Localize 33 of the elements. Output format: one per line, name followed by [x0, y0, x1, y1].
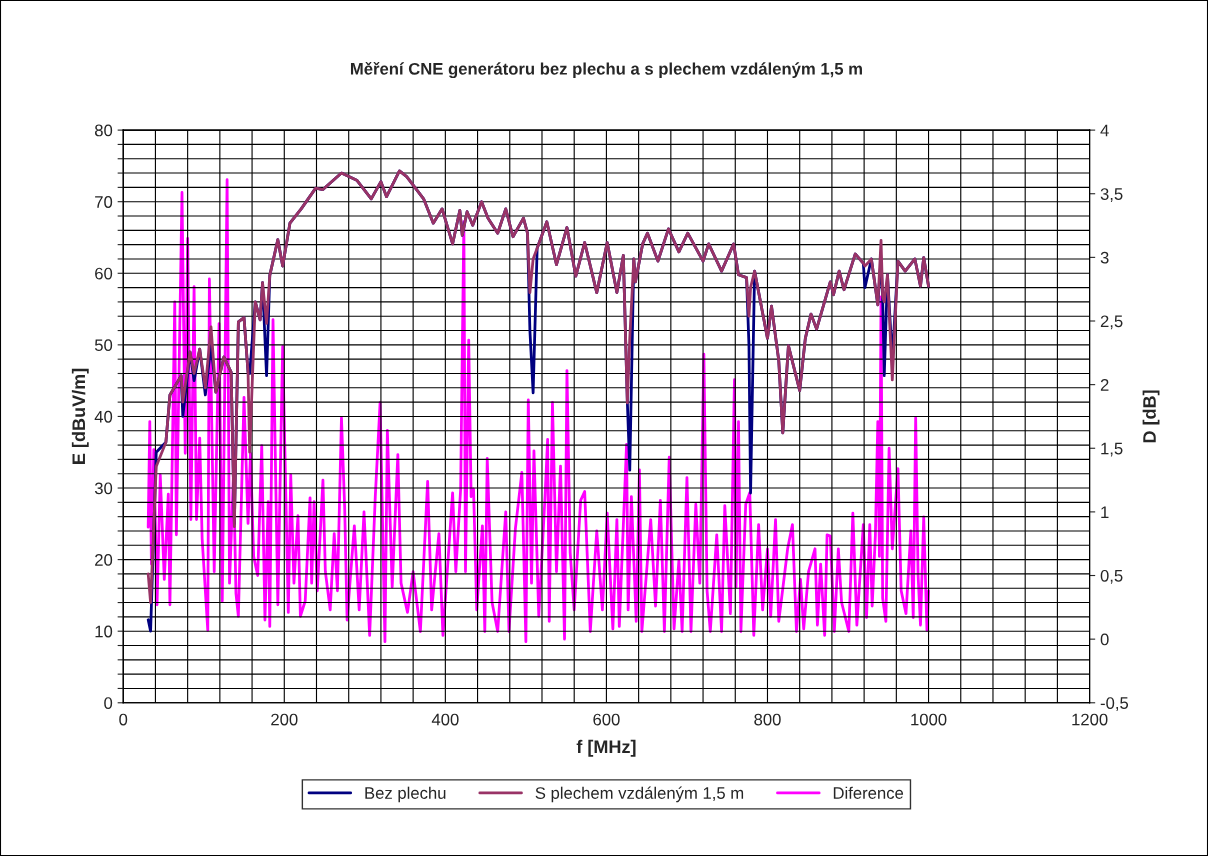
x-tick-label: 0	[119, 713, 128, 726]
y2-axis-title: D [dB]	[1142, 390, 1160, 443]
y2-tick-label: 0	[1100, 633, 1109, 646]
y2-tick-label: 3,5	[1100, 188, 1123, 202]
y-tick-label: 60	[95, 267, 113, 280]
x-tick-label: 400	[431, 713, 459, 726]
y-tick-label: 20	[95, 554, 113, 566]
legend-label: Diference	[833, 786, 904, 799]
y2-tick-label: -0,5	[1100, 697, 1129, 711]
y2-tick-label: 1,5	[1101, 442, 1123, 457]
x-tick-label: 600	[593, 713, 620, 726]
y2-tick-label: 2	[1100, 379, 1109, 391]
x-tick-label: 800	[754, 713, 781, 726]
y-tick-label: 40	[94, 410, 113, 423]
y2-tick-label: 3	[1100, 251, 1109, 264]
x-tick-label: 1000	[911, 713, 947, 726]
y2-tick-label: 0,5	[1100, 569, 1123, 584]
y2-tick-label: 4	[1100, 124, 1109, 137]
y-tick-label: 0	[104, 697, 113, 709]
y2-tick-label: 2,5	[1100, 315, 1123, 330]
y-tick-label: 70	[95, 196, 113, 208]
legend-label: S plechem vzdáleným 1,5 m	[535, 786, 744, 803]
y-axis-title: E [dBuV/m]	[71, 368, 89, 464]
y-tick-label: 80	[94, 124, 113, 137]
y2-tick-label: 1	[1101, 506, 1109, 518]
legend-label: Bez plechu	[365, 786, 446, 803]
x-axis-title: f [MHz]	[576, 739, 636, 757]
y-tick-label: 10	[95, 625, 113, 638]
y-tick-label: 50	[94, 339, 113, 352]
y-tick-label: 30	[94, 482, 113, 495]
x-tick-label: 200	[271, 713, 298, 726]
chart-title: Měření CNE generátoru bez plechu a s plechem vzdáleným 1,5 m	[350, 62, 862, 79]
x-tick-label: 1200	[1072, 713, 1108, 726]
